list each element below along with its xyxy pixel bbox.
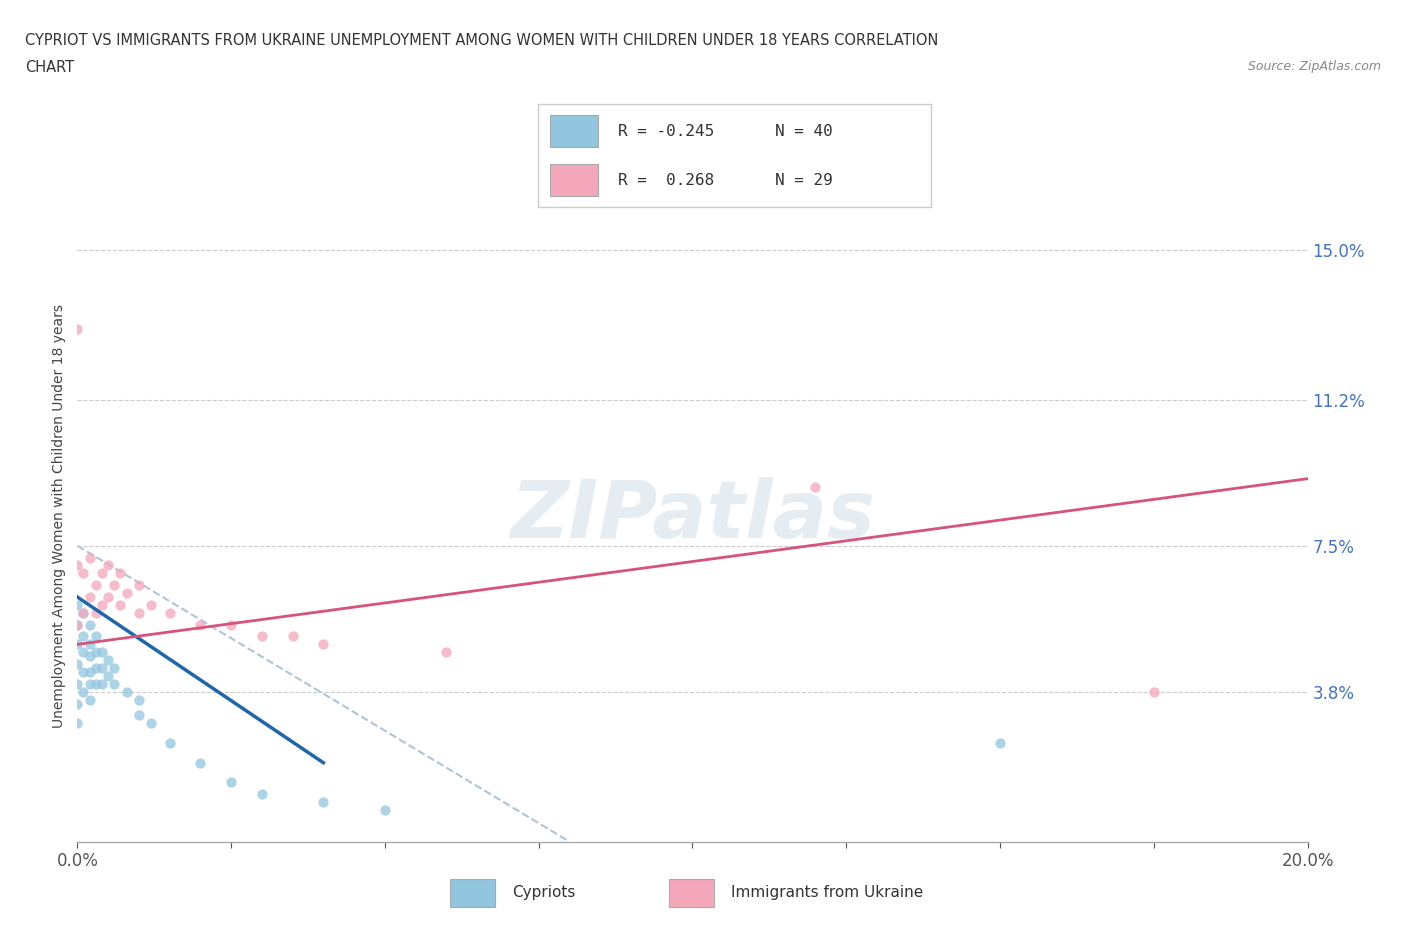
Point — [97, 669, 120, 684]
Text: ZIPatlas: ZIPatlas — [510, 477, 875, 555]
Point — [66, 657, 89, 671]
Point — [219, 618, 242, 632]
Point — [66, 697, 89, 711]
Point — [72, 665, 94, 680]
Point — [159, 736, 181, 751]
Point — [66, 716, 89, 731]
Point — [66, 597, 89, 612]
Point — [128, 578, 150, 592]
Y-axis label: Unemployment Among Women with Children Under 18 years: Unemployment Among Women with Children U… — [52, 304, 66, 728]
Point — [281, 629, 304, 644]
Point — [159, 605, 181, 620]
Point — [66, 321, 89, 336]
Point — [84, 644, 107, 659]
Point — [79, 649, 101, 664]
Bar — [450, 879, 495, 907]
Point — [84, 629, 107, 644]
Point — [66, 558, 89, 573]
Point — [79, 665, 101, 680]
Point — [128, 692, 150, 707]
Point — [90, 644, 114, 659]
Bar — [669, 879, 714, 907]
Point — [84, 578, 107, 592]
Point — [103, 676, 125, 691]
Text: R = -0.245: R = -0.245 — [619, 124, 714, 139]
Point — [72, 684, 94, 699]
Point — [115, 684, 138, 699]
Point — [1143, 684, 1166, 699]
Point — [103, 660, 125, 675]
Point — [79, 590, 101, 604]
Point — [128, 605, 150, 620]
Point — [79, 551, 101, 565]
Point — [103, 578, 125, 592]
Bar — [550, 115, 599, 147]
Point — [66, 676, 89, 691]
Text: Immigrants from Ukraine: Immigrants from Ukraine — [731, 885, 924, 900]
Point — [79, 676, 101, 691]
Text: Source: ZipAtlas.com: Source: ZipAtlas.com — [1247, 60, 1381, 73]
Point — [110, 597, 132, 612]
Text: Cypriots: Cypriots — [512, 885, 575, 900]
Point — [436, 644, 458, 659]
Point — [90, 676, 114, 691]
Point — [79, 692, 101, 707]
Point — [988, 736, 1011, 751]
Point — [90, 566, 114, 581]
Point — [141, 716, 163, 731]
Point — [141, 597, 163, 612]
Text: CHART: CHART — [25, 60, 75, 75]
Point — [219, 775, 242, 790]
Point — [250, 629, 273, 644]
Point — [110, 566, 132, 581]
Point — [97, 590, 120, 604]
Point — [72, 644, 94, 659]
Point — [188, 618, 212, 632]
Point — [72, 566, 94, 581]
Point — [804, 479, 827, 494]
Point — [188, 755, 212, 770]
Text: N = 40: N = 40 — [775, 124, 832, 139]
Point — [72, 605, 94, 620]
Point — [128, 708, 150, 723]
Point — [72, 605, 94, 620]
Text: N = 29: N = 29 — [775, 173, 832, 188]
Point — [84, 676, 107, 691]
Point — [66, 637, 89, 652]
Point — [374, 803, 396, 817]
Point — [312, 637, 335, 652]
Point — [66, 618, 89, 632]
FancyBboxPatch shape — [538, 104, 931, 207]
Point — [115, 586, 138, 601]
Point — [84, 605, 107, 620]
Point — [90, 597, 114, 612]
Point — [312, 795, 335, 810]
Point — [250, 787, 273, 802]
Point — [97, 558, 120, 573]
Point — [66, 618, 89, 632]
Text: R =  0.268: R = 0.268 — [619, 173, 714, 188]
Text: CYPRIOT VS IMMIGRANTS FROM UKRAINE UNEMPLOYMENT AMONG WOMEN WITH CHILDREN UNDER : CYPRIOT VS IMMIGRANTS FROM UKRAINE UNEMP… — [25, 33, 939, 47]
Point — [79, 637, 101, 652]
Point — [79, 618, 101, 632]
Point — [97, 653, 120, 668]
Point — [90, 660, 114, 675]
Point — [84, 660, 107, 675]
Point — [72, 629, 94, 644]
Bar — [550, 165, 599, 196]
